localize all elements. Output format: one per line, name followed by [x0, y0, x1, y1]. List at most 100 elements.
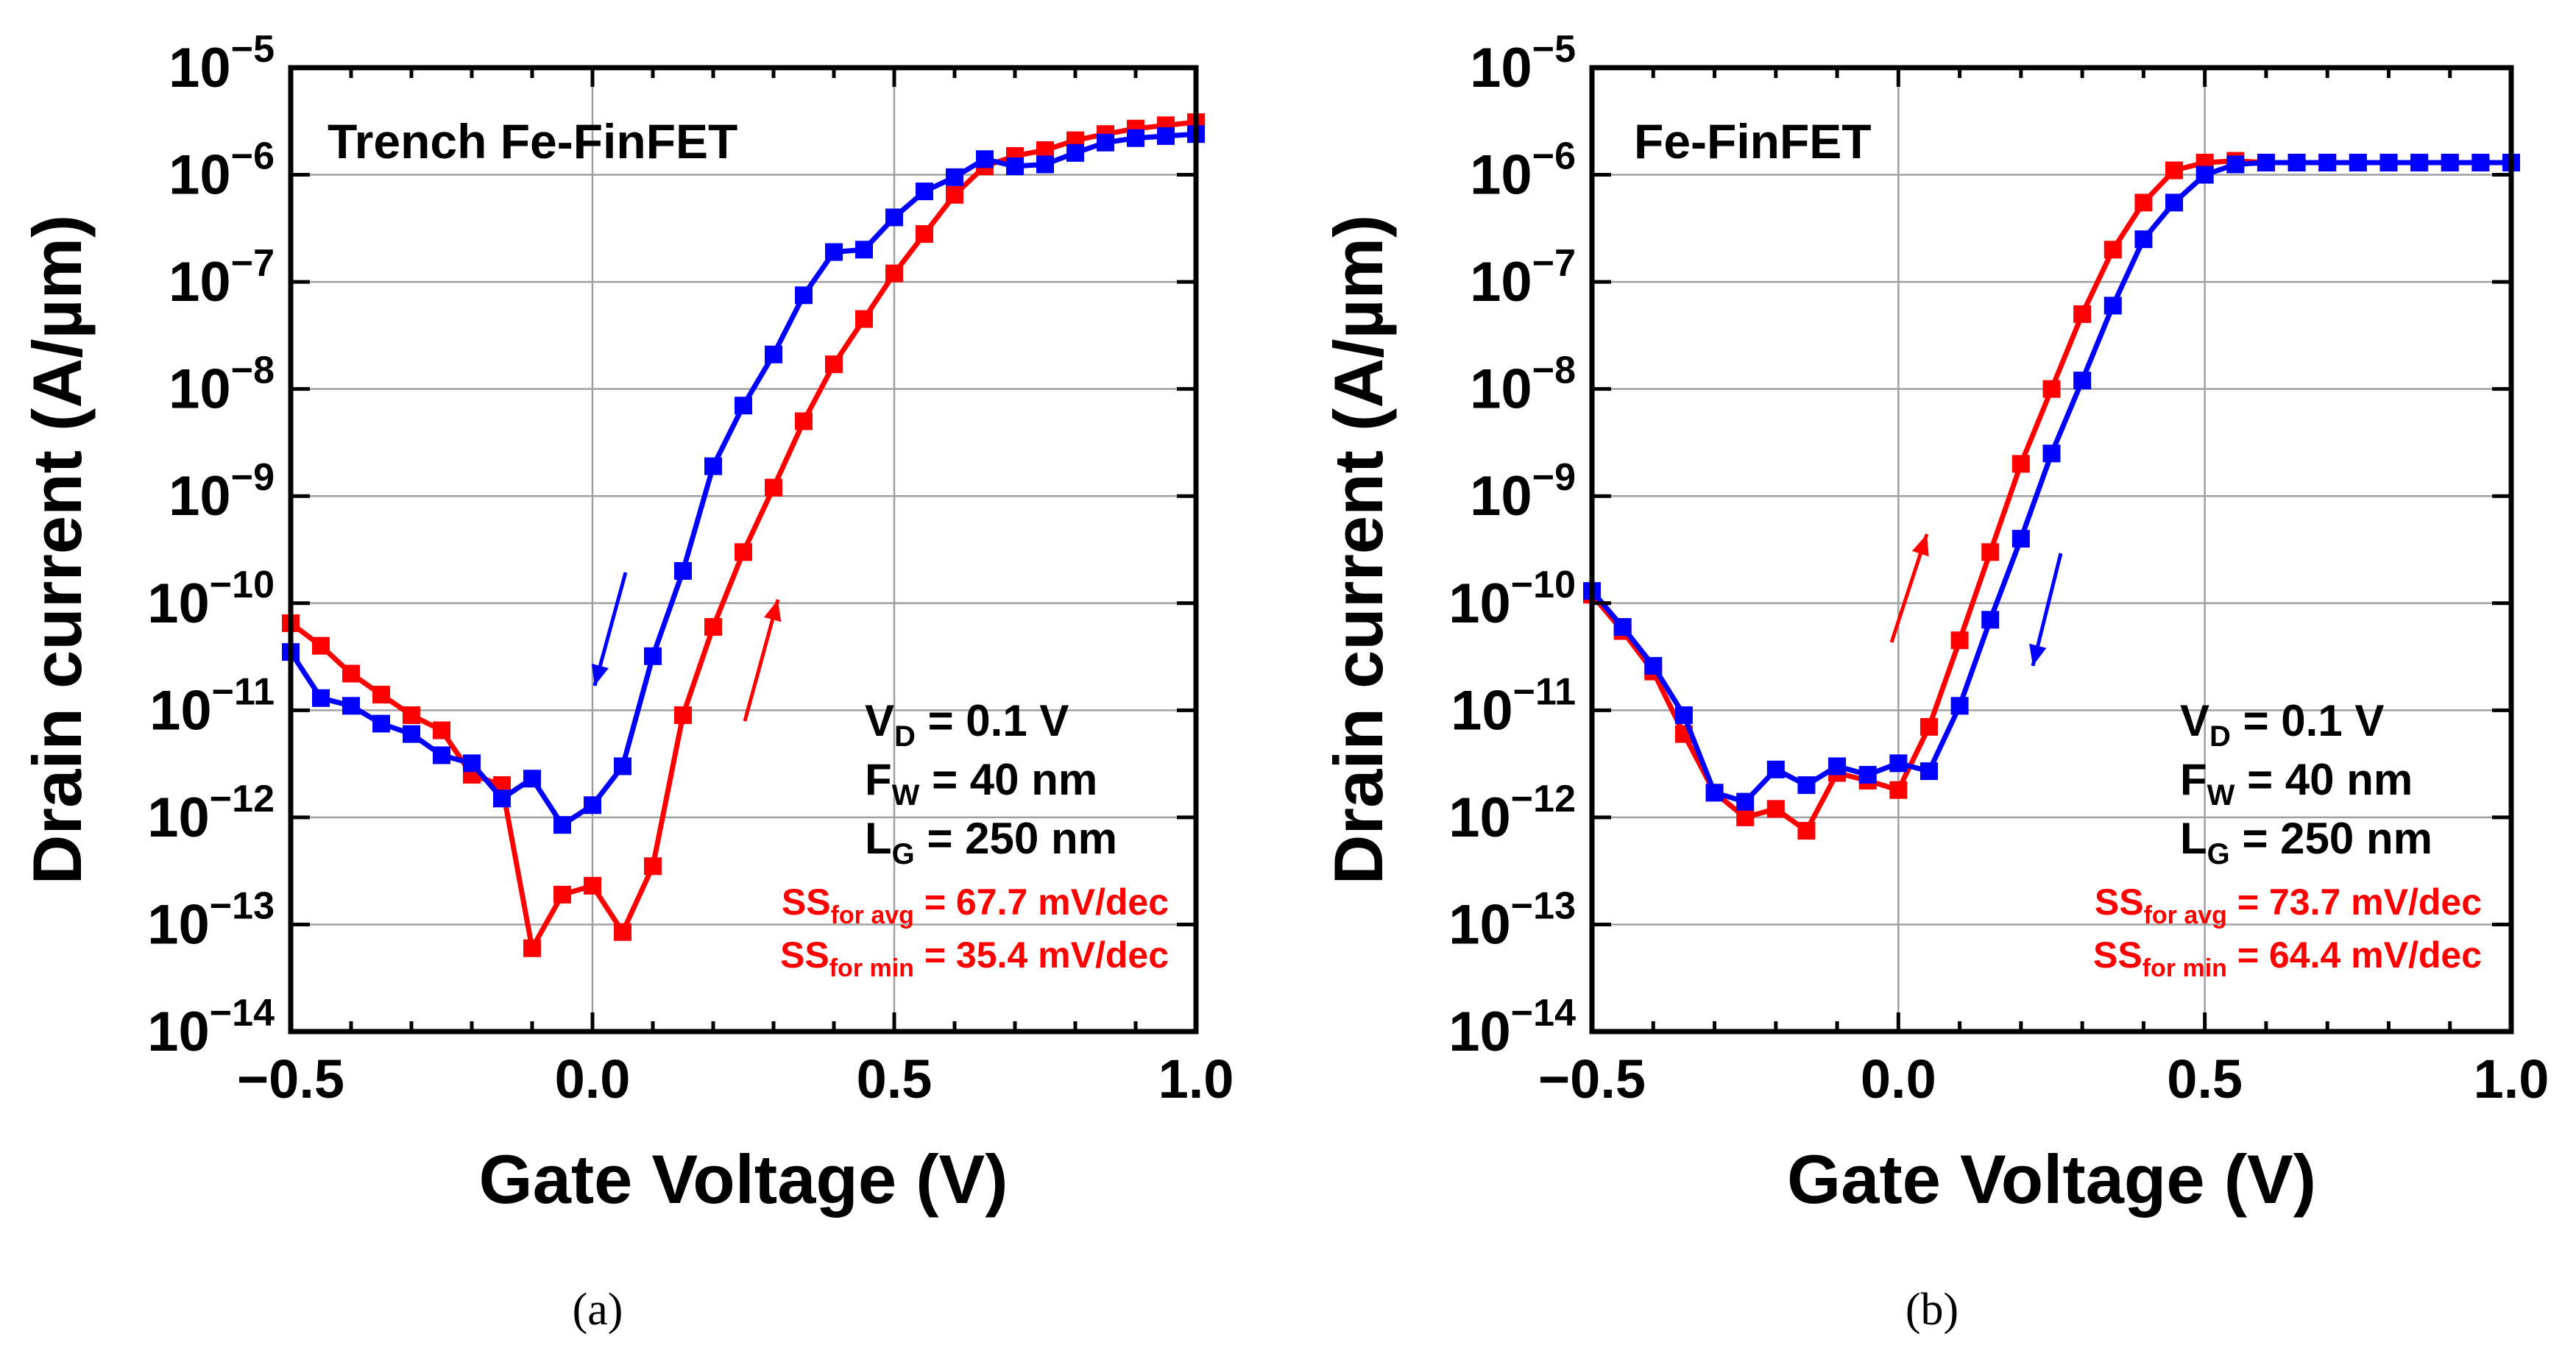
y-axis-label: Drain current (A/µm) — [18, 215, 96, 885]
data-point — [553, 816, 571, 834]
data-point — [704, 457, 722, 475]
data-point — [2011, 455, 2030, 473]
data-point — [765, 345, 782, 363]
y-tick-label: 10−5 — [169, 28, 275, 99]
parameter-annotation: FW = 40 nm — [865, 755, 1097, 812]
sweep-direction-arrowhead — [1911, 534, 1929, 557]
data-point — [403, 725, 420, 743]
data-point — [2042, 380, 2061, 398]
y-tick-label: 10−10 — [1448, 564, 1576, 635]
data-point — [1736, 808, 1755, 826]
sweep-direction-arrow — [743, 599, 780, 722]
subthreshold-swing-annotation: SSfor avg = 67.7 mV/dec — [782, 881, 1169, 929]
data-point — [493, 789, 511, 808]
y-tick-label: 10−11 — [149, 670, 275, 742]
y-tick-label: 10−8 — [169, 349, 275, 421]
data-point — [2318, 153, 2337, 171]
data-point — [1766, 800, 1785, 818]
data-point — [855, 241, 873, 259]
data-point — [2226, 155, 2245, 174]
data-point — [342, 664, 360, 683]
x-axis-label: Gate Voltage (V) — [478, 1140, 1008, 1218]
data-point — [946, 185, 963, 204]
data-point — [916, 182, 933, 201]
data-point — [2073, 305, 2092, 323]
data-point — [795, 412, 813, 430]
data-point — [1950, 697, 1969, 715]
data-point — [2134, 194, 2153, 212]
parameter-annotation: FW = 40 nm — [2180, 755, 2413, 812]
data-point — [2257, 153, 2275, 171]
data-point — [765, 478, 782, 497]
data-point — [463, 754, 481, 773]
data-point — [1006, 157, 1024, 176]
sweep-direction-arrowhead — [591, 663, 609, 686]
data-point — [1644, 656, 1663, 675]
data-point — [1036, 155, 1054, 174]
data-point — [1981, 543, 2000, 561]
chart-panel-a: −0.5 0.0 0.5 1.0 10−14 10−13 10−12 10−11 10−10 10… — [18, 28, 1234, 1335]
y-tick-label: 10−14 — [1448, 992, 1576, 1063]
y-tick-label: 10−12 — [147, 778, 275, 849]
data-point — [372, 686, 390, 704]
data-point — [312, 689, 330, 707]
data-point — [1157, 127, 1175, 145]
y-tick-label: 10−5 — [1470, 28, 1576, 99]
data-point — [1919, 762, 1938, 781]
data-point — [1097, 133, 1114, 152]
x-tick-label: −0.5 — [237, 1048, 344, 1110]
data-point — [2165, 194, 2184, 212]
data-point — [704, 618, 722, 636]
x-tick-label: −0.5 — [1538, 1048, 1646, 1110]
data-point — [2471, 153, 2490, 171]
parameter-annotation: LG = 250 nm — [865, 814, 1117, 870]
plot-frame — [1589, 65, 2514, 1035]
data-point — [825, 355, 843, 374]
data-point — [1950, 631, 1969, 650]
y-tick-label: 10−7 — [169, 242, 275, 313]
data-point — [2349, 153, 2367, 171]
data-point — [735, 543, 752, 561]
data-point — [433, 746, 450, 764]
data-point — [1889, 781, 1908, 799]
x-tick-label: 0.0 — [1861, 1048, 1936, 1110]
panel-caption: (b) — [1906, 1285, 1958, 1335]
y-tick-label: 10−14 — [147, 992, 275, 1063]
y-tick-label: 10−13 — [147, 884, 275, 956]
data-point — [644, 857, 662, 876]
y-tick-label: 10−12 — [1448, 778, 1576, 849]
sweep-direction-arrowhead — [2029, 643, 2047, 666]
x-tick-label: 0.0 — [555, 1048, 631, 1110]
data-point — [2042, 444, 2061, 463]
data-point — [1797, 776, 1816, 795]
data-point — [2103, 241, 2122, 259]
data-point — [1066, 143, 1084, 162]
data-point — [674, 706, 692, 724]
y-tick-label: 10−9 — [169, 456, 275, 528]
data-point — [614, 923, 631, 941]
x-tick-label: 0.5 — [2167, 1048, 2243, 1110]
data-point — [523, 770, 541, 788]
data-point — [976, 150, 994, 168]
data-point — [1613, 618, 1632, 636]
data-point — [2134, 230, 2153, 249]
plot-area: −0.5 0.0 0.5 1.0 10−14 10−13 10−12 10−11 10−10 10… — [1448, 28, 2549, 1110]
data-point — [2410, 153, 2429, 171]
data-point — [2165, 161, 2184, 180]
data-point — [735, 397, 752, 415]
data-point — [1705, 784, 1724, 802]
subthreshold-swing-annotation: SSfor min = 35.4 mV/dec — [780, 934, 1169, 982]
data-point — [795, 286, 813, 305]
data-point — [2073, 372, 2092, 390]
data-point — [553, 885, 571, 904]
plot-frame — [288, 65, 1199, 1035]
data-point — [1919, 717, 1938, 736]
data-point — [2287, 153, 2306, 171]
y-axis-label: Drain current (A/µm) — [1320, 215, 1397, 885]
data-point — [584, 796, 601, 815]
data-point — [1674, 706, 1693, 724]
y-tick-label: 10−6 — [169, 135, 275, 207]
data-point — [523, 939, 541, 957]
data-point — [372, 714, 390, 733]
